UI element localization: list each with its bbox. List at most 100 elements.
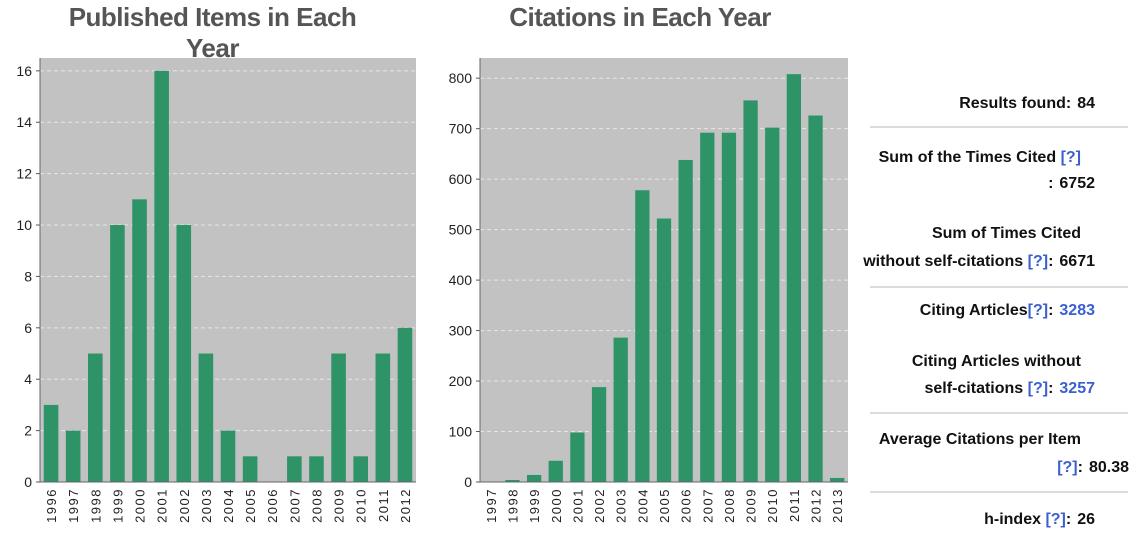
citations-bar-2013 (830, 477, 845, 482)
citations-bar-2004 (635, 190, 650, 482)
avg-citations-stat: Average Citations per Item (879, 428, 1081, 452)
published-bar-2007 (287, 456, 302, 482)
published-xtick-label-2012: 2012 (398, 488, 413, 523)
sum-times-cited-wo-value: 6671 (1059, 253, 1095, 270)
citations-xtick-label-2010: 2010 (765, 488, 780, 523)
published-ytick-label: 6 (24, 320, 32, 336)
citations-xtick-label-2007: 2007 (700, 488, 715, 523)
citations-bar-2001 (570, 432, 585, 482)
citing-articles-wo-label-2: self-citations (924, 380, 1024, 397)
avg-citations-value: 80.38 (1088, 459, 1129, 476)
citations-xtick-label-2002: 2002 (592, 488, 607, 523)
sum-times-cited-wo-label-2: without self-citations (863, 253, 1024, 270)
published-xtick-label-2000: 2000 (133, 488, 148, 523)
citations-bar-2000 (548, 460, 563, 482)
citations-xtick-label-2006: 2006 (679, 488, 694, 523)
published-items-chart: 0 2 4 6 8 10 12 14 16 1996 1997 1998 1999 2000 2001 200… (16, 58, 416, 523)
published-xtick-label-2006: 2006 (265, 488, 280, 523)
published-bar-1997 (65, 430, 81, 482)
citations-ytick-label: 400 (449, 272, 473, 288)
sum-times-cited-colon: : (1048, 175, 1054, 192)
citing-articles-label: Citing Articles (919, 302, 1028, 319)
divider (870, 491, 1128, 493)
avg-citations-value-row: [?]: 80.38 (1057, 456, 1129, 480)
published-ytick-label: 10 (16, 217, 32, 233)
avg-citations-help-link[interactable]: [?] (1057, 459, 1078, 476)
citations-xtick-label-2000: 2000 (549, 488, 564, 523)
sum-times-cited-wo-help-link[interactable]: [?] (1027, 253, 1049, 270)
published-ytick-label: 8 (24, 268, 32, 284)
citations-xtick-label-2004: 2004 (635, 488, 650, 523)
sum-times-cited-wo-value-row: without self-citations [?]: 6671 (863, 250, 1095, 274)
divider (870, 126, 1128, 128)
published-xtick-label-1997: 1997 (66, 488, 81, 523)
published-xtick-label-1998: 1998 (88, 488, 103, 523)
sum-times-cited-wo-label: Sum of Times Cited (931, 225, 1081, 242)
sum-times-cited-value: 6752 (1059, 175, 1095, 192)
published-bar-2001 (154, 70, 169, 483)
sum-times-cited-wo-stat: Sum of Times Cited (932, 222, 1081, 246)
divider (870, 412, 1128, 414)
published-bar-1999 (110, 225, 125, 482)
published-bar-2000 (132, 199, 147, 483)
h-index-label: h-index (984, 511, 1041, 528)
citations-bar-2006 (678, 159, 693, 482)
published-ytick-label: 12 (16, 166, 32, 182)
citations-bar-1998 (505, 479, 520, 482)
citations-chart-title: Citations in Each Year (509, 2, 771, 32)
citing-articles-wo-help-link[interactable]: [?] (1027, 380, 1049, 397)
published-bar-2005 (242, 456, 258, 482)
sum-times-cited-help-link[interactable]: [?] (1060, 149, 1081, 166)
citations-xtick-label-2001: 2001 (570, 488, 585, 523)
citations-ytick-label: 500 (449, 222, 473, 238)
published-bar-2010 (353, 456, 369, 482)
published-xtick-label-1996: 1996 (44, 488, 59, 523)
sum-times-cited-label: Sum of the Times Cited (878, 149, 1057, 166)
published-ytick-label: 2 (24, 423, 32, 439)
divider (870, 286, 1128, 288)
sum-times-cited-stat: Sum of the Times Cited [?] (879, 146, 1081, 170)
published-xtick-label-2007: 2007 (287, 488, 302, 523)
published-xtick-label-2005: 2005 (243, 488, 258, 523)
citations-xtick-label-2003: 2003 (614, 488, 629, 523)
published-xtick-label-2009: 2009 (332, 488, 347, 523)
citations-ytick-label: 200 (449, 373, 473, 389)
citations-xtick-label-1999: 1999 (527, 488, 542, 523)
citing-articles-wo-stat: Citing Articles without (912, 350, 1081, 374)
published-bar-2003 (198, 353, 214, 482)
citing-articles-wo-value[interactable]: 3257 (1059, 380, 1095, 397)
citations-xtick-label-2008: 2008 (722, 488, 737, 523)
published-bar-2009 (331, 353, 346, 482)
published-bar-2008 (309, 456, 324, 482)
citations-xtick-label-1997: 1997 (484, 488, 499, 523)
published-xtick-label-2004: 2004 (221, 488, 236, 523)
results-found-stat: Results found: 84 (959, 92, 1095, 116)
citations-bar-2009 (743, 100, 758, 483)
published-ytick-label: 16 (16, 63, 32, 79)
citations-xtick-label-2009: 2009 (744, 488, 759, 523)
results-found-value: 84 (1077, 95, 1095, 112)
citations-xtick-label-2012: 2012 (809, 488, 824, 523)
citations-bar-1999 (526, 474, 542, 482)
published-xtick-label-2008: 2008 (309, 488, 324, 523)
published-bar-2004 (220, 430, 236, 482)
sum-times-cited-value-row: :6752 (1048, 172, 1095, 196)
citations-ytick-label: 300 (449, 323, 473, 339)
published-bar-2012 (397, 327, 413, 482)
published-xtick-label-2011: 2011 (376, 488, 391, 522)
citations-ytick-label: 800 (449, 70, 473, 86)
published-xtick-label-2010: 2010 (354, 488, 369, 523)
citing-articles-help-link[interactable]: [?] (1027, 302, 1049, 319)
published-ytick-label: 14 (16, 114, 32, 130)
citations-bar-2005 (656, 218, 672, 482)
citations-xtick-label-2011: 2011 (787, 488, 802, 522)
citations-bar-2008 (721, 132, 737, 482)
citations-bar-2007 (700, 132, 715, 482)
h-index-help-link[interactable]: [?] (1045, 511, 1066, 528)
citations-bar-2010 (765, 127, 780, 483)
published-xtick-label-1999: 1999 (110, 488, 125, 523)
published-xtick-label-2003: 2003 (199, 488, 214, 523)
citing-articles-wo-label: Citing Articles without (911, 353, 1081, 370)
h-index-stat: h-index [?]: 26 (984, 508, 1095, 532)
citing-articles-value[interactable]: 3283 (1059, 302, 1095, 319)
